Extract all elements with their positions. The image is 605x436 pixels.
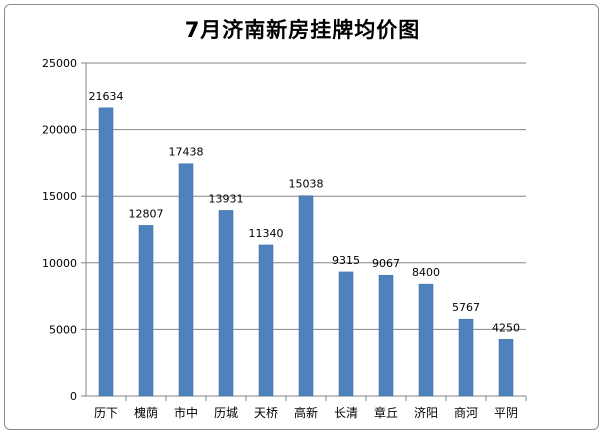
x-tick-label: 天桥 xyxy=(254,406,278,420)
data-label: 21634 xyxy=(89,90,124,103)
tick-labels: 0 5000 10000 15000 20000 25000 历下 槐荫 市中 历城 天桥 高新 长清 章… xyxy=(42,57,518,420)
data-label: 9067 xyxy=(372,257,400,270)
x-tick-label: 长清 xyxy=(334,406,358,420)
bar xyxy=(338,271,354,397)
bar xyxy=(418,283,434,397)
y-tick-label: 15000 xyxy=(42,190,77,203)
data-label: 4250 xyxy=(492,321,520,334)
y-tick-label: 5000 xyxy=(49,323,77,336)
x-tick-label: 槐荫 xyxy=(134,405,158,420)
x-tick-label: 平阴 xyxy=(494,406,518,420)
data-label: 17438 xyxy=(169,146,204,159)
data-labels: 21634 12807 17438 13931 11340 15038 9315 9067 84… xyxy=(89,90,521,335)
bar xyxy=(458,318,474,397)
y-tick-label: 10000 xyxy=(42,257,77,270)
bar xyxy=(258,244,274,397)
data-label: 13931 xyxy=(209,192,244,205)
data-label: 12807 xyxy=(129,207,164,220)
y-tick-label: 25000 xyxy=(42,57,77,70)
bar xyxy=(138,225,154,397)
y-tick-label: 0 xyxy=(70,390,77,403)
data-label: 5767 xyxy=(452,301,480,314)
bar xyxy=(498,339,514,397)
x-tick-label: 高新 xyxy=(294,405,318,420)
bar xyxy=(218,210,234,397)
data-label: 15038 xyxy=(289,178,324,191)
data-label: 9315 xyxy=(332,254,360,267)
bar xyxy=(298,195,314,397)
chart-title: 7月济南新房挂牌均价图 xyxy=(184,18,421,42)
x-tick-label: 商河 xyxy=(454,405,478,420)
bar xyxy=(378,274,394,397)
x-tick-label: 章丘 xyxy=(374,405,398,420)
bars xyxy=(98,107,514,397)
x-tick-label: 历下 xyxy=(94,406,118,420)
bar xyxy=(178,163,194,397)
y-tick-label: 20000 xyxy=(42,124,77,137)
x-tick-label: 市中 xyxy=(174,405,198,420)
data-label: 8400 xyxy=(412,266,440,279)
bar xyxy=(98,107,114,397)
x-tick-label: 济阳 xyxy=(414,405,438,420)
data-label: 11340 xyxy=(249,227,284,240)
x-tick-label: 历城 xyxy=(214,406,238,420)
